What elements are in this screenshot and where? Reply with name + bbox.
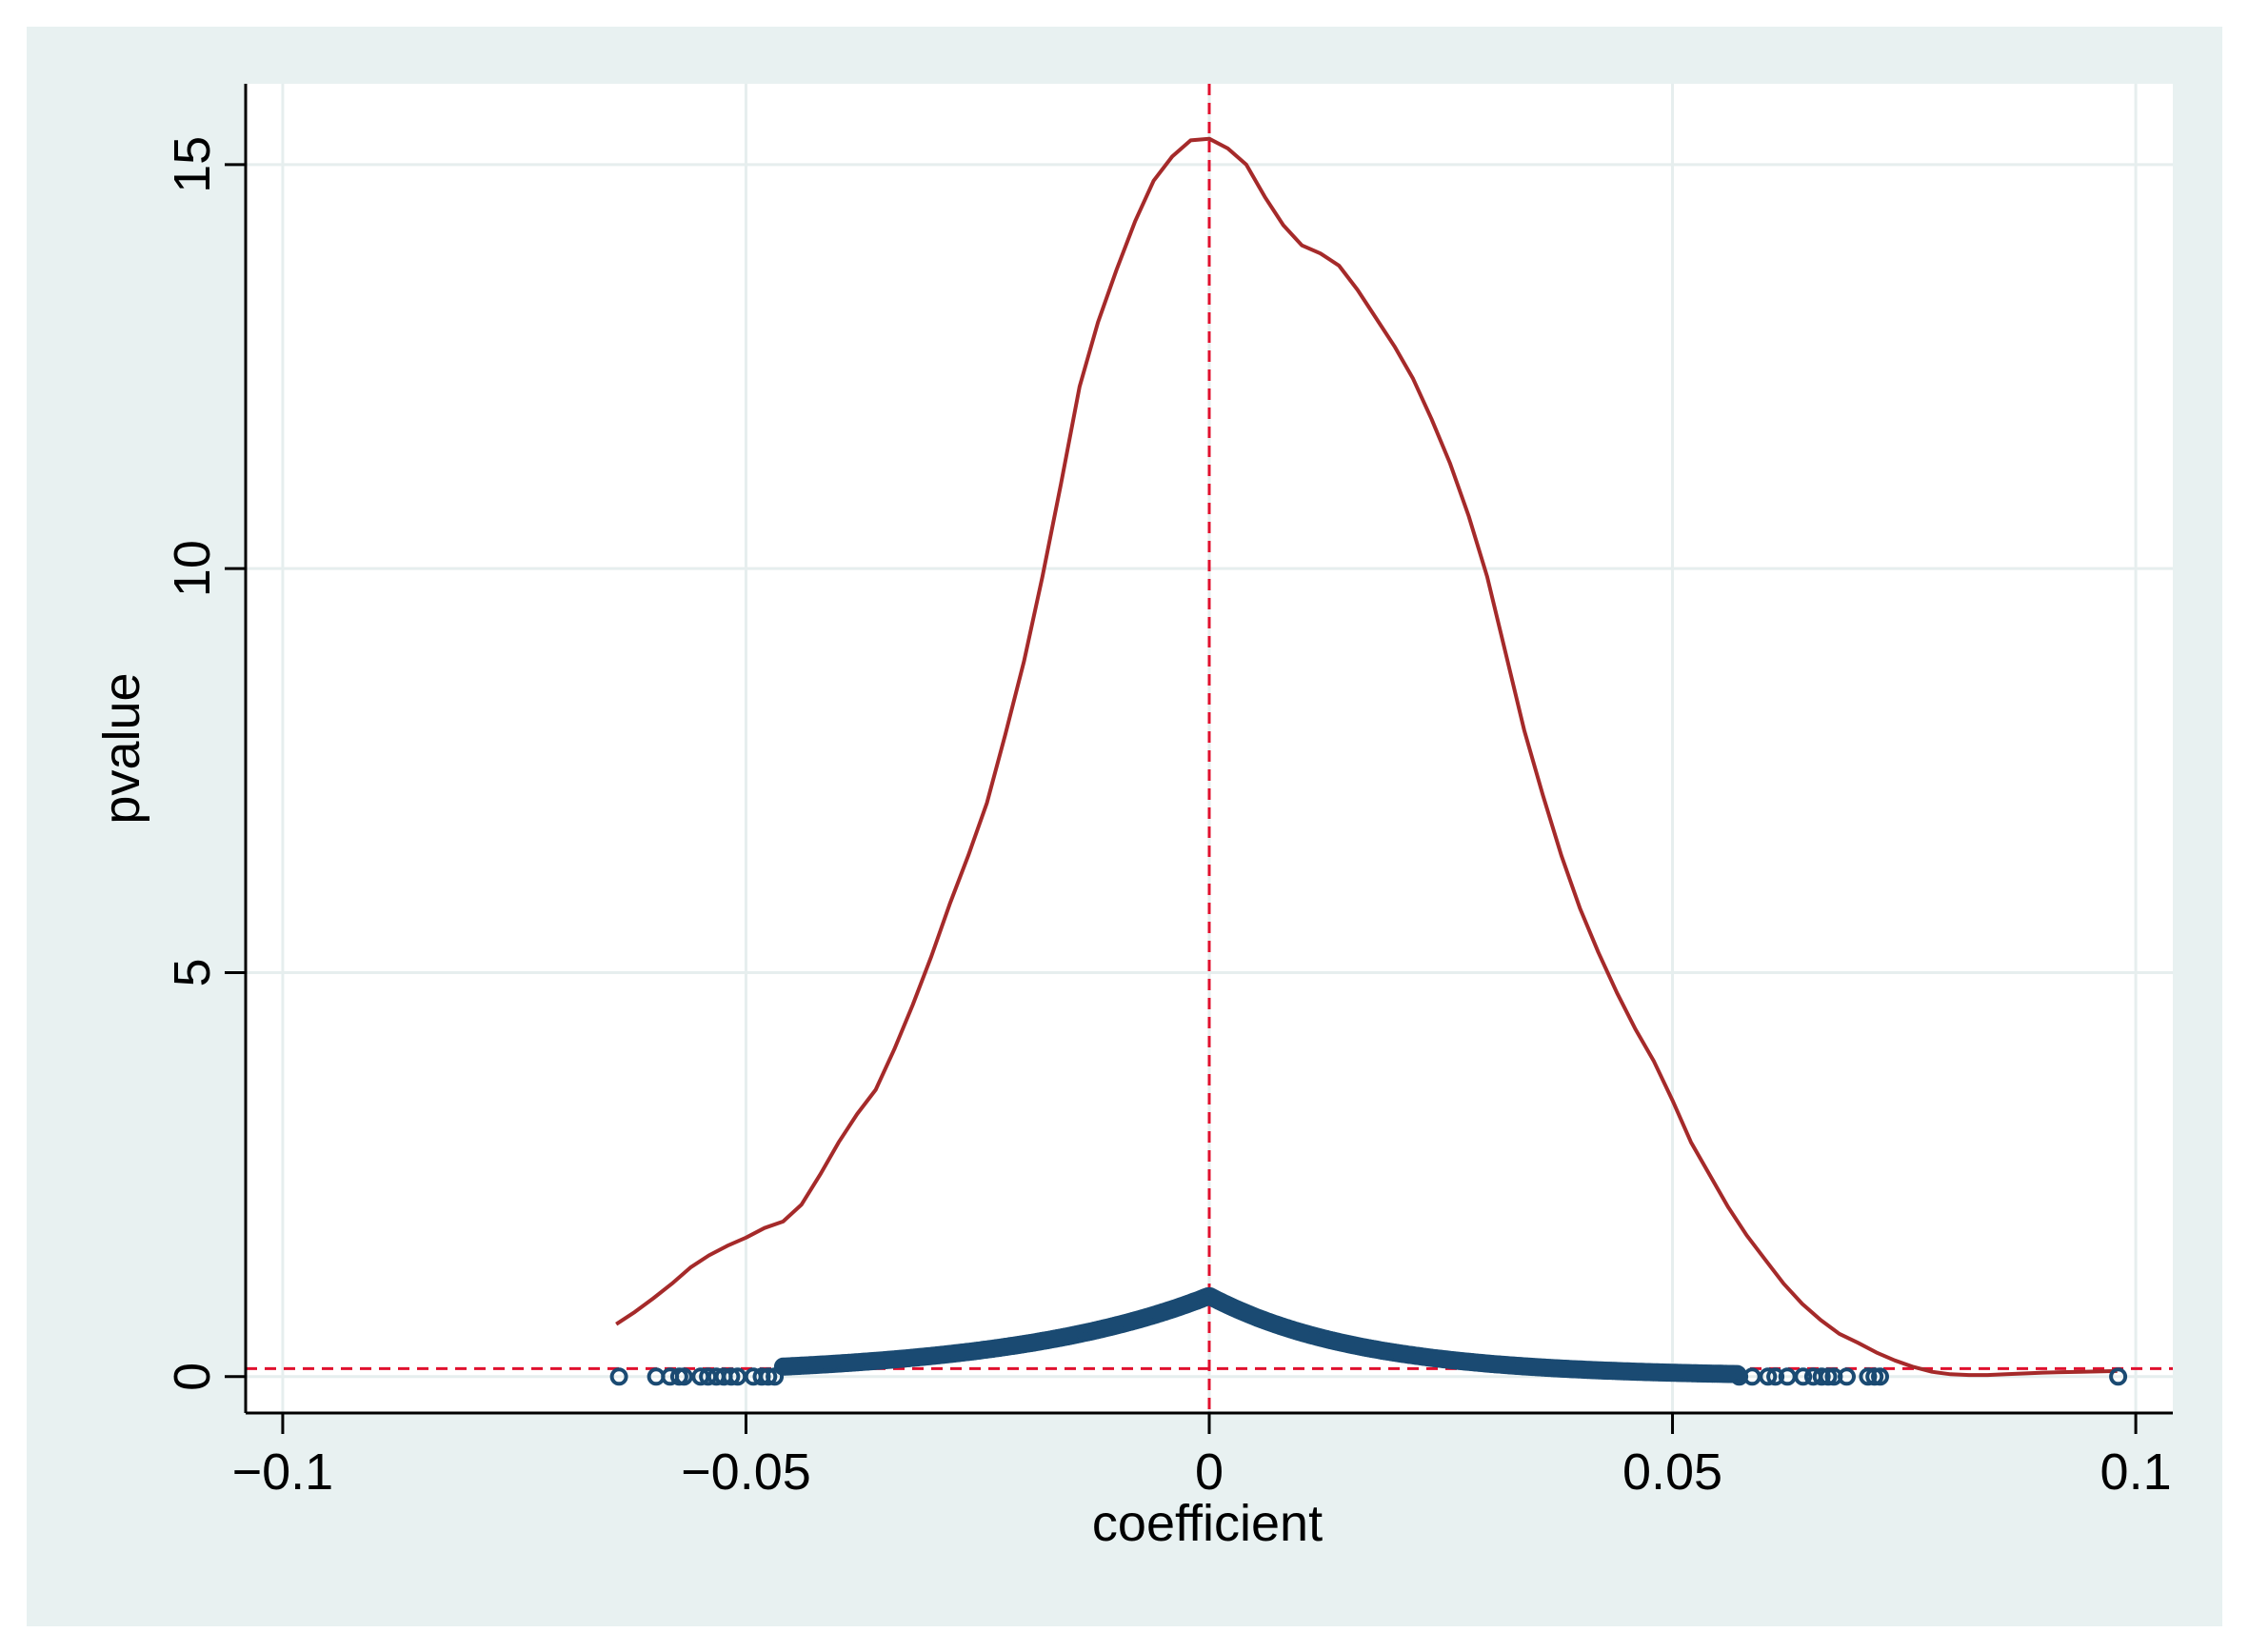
y-axis-label: pvalue	[93, 672, 150, 824]
y-tick-label-0: 0	[164, 1363, 221, 1391]
x-tick-label-1: −0.05	[681, 1443, 811, 1501]
scatter-point	[2109, 1367, 2128, 1386]
y-tick-label-2: 10	[164, 540, 221, 597]
scatter-point	[1812, 1367, 1831, 1386]
scatter-point	[674, 1367, 693, 1386]
scatter-point	[766, 1367, 785, 1386]
x-tick-label-0: −0.1	[232, 1443, 334, 1501]
x-tick-label-3: 0.05	[1622, 1443, 1722, 1501]
scatter-point	[1794, 1367, 1813, 1386]
scatter-point	[1871, 1367, 1889, 1386]
y-tick-label-1: 5	[164, 958, 221, 986]
scatter-point	[759, 1367, 778, 1386]
scatter-layer	[609, 1287, 2128, 1386]
x-tick-label-2: 0	[1195, 1443, 1224, 1501]
scatter-point	[1759, 1367, 1778, 1386]
density-line	[615, 136, 2118, 1378]
scatter-point	[1766, 1367, 1785, 1386]
reference-lines	[246, 84, 2173, 1413]
scatter-point	[1859, 1367, 1878, 1386]
scatter-point	[1838, 1367, 1856, 1386]
y-tick-label-3: 15	[164, 136, 221, 193]
x-tick-label-4: 0.1	[2100, 1443, 2172, 1501]
scatter-point	[722, 1367, 741, 1386]
x-axis-label: coefficient	[1092, 1495, 1323, 1552]
scatter-point	[609, 1367, 628, 1386]
density-line-layer	[615, 136, 2118, 1378]
scatter-point	[1819, 1367, 1838, 1386]
axes-layer: −0.1 −0.05 0 0.05 0.1 0 5 10 15	[164, 84, 2173, 1501]
